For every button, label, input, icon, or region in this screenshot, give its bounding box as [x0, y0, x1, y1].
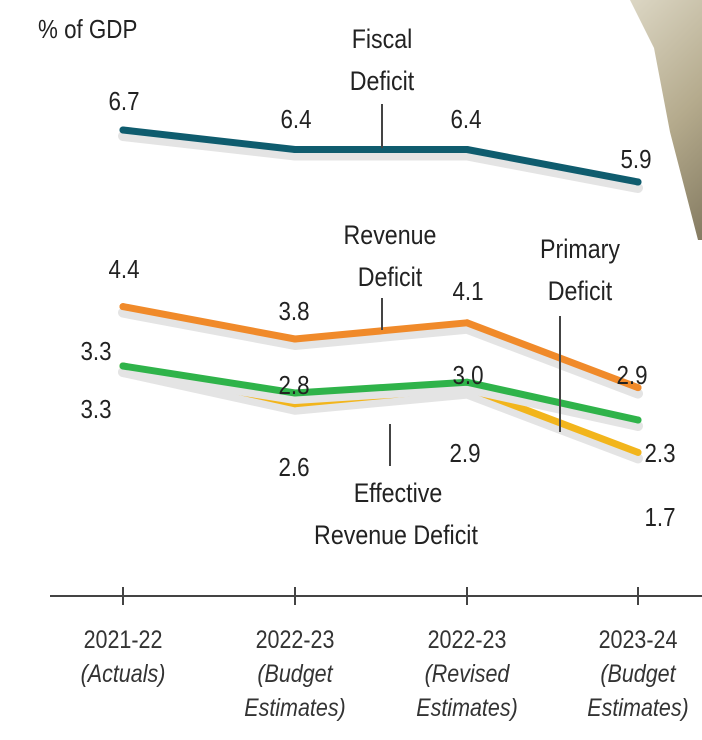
data-point-primary — [463, 378, 471, 386]
data-label-primary: 3.3 — [80, 337, 111, 366]
unit-label: % of GDP — [38, 15, 137, 44]
data-label-fiscal: 5.9 — [620, 145, 651, 174]
x-tick-label: Estimates) — [587, 693, 688, 721]
data-label-revenue: 4.4 — [108, 255, 139, 284]
series-name-primary: Primary — [540, 234, 620, 264]
data-label-fiscal: 6.4 — [280, 105, 311, 134]
x-tick-label: 2021-22 — [84, 625, 163, 653]
x-tick-label: (Budget — [257, 659, 334, 687]
data-point-revenue — [291, 335, 299, 343]
data-point-revenue — [634, 384, 642, 392]
series-shadow-primary — [118, 367, 643, 431]
series-name-effective: Revenue Deficit — [314, 520, 478, 550]
data-point-fiscal — [463, 146, 471, 153]
data-point-fiscal — [291, 146, 299, 153]
data-label-revenue: 4.1 — [452, 277, 483, 306]
series-shadow-effective — [118, 367, 643, 464]
data-label-fiscal: 6.4 — [450, 105, 481, 134]
series-name-primary: Deficit — [548, 276, 612, 306]
series-name-revenue: Revenue — [344, 220, 437, 250]
data-label-revenue: 2.9 — [616, 361, 647, 390]
series-name-effective: Effective — [354, 478, 443, 508]
data-label-primary: 3.0 — [452, 361, 483, 390]
data-point-fiscal — [119, 126, 127, 134]
data-point-fiscal — [634, 178, 642, 186]
data-label-effective: 2.9 — [449, 439, 480, 468]
data-point-primary — [291, 389, 299, 397]
series-name-fiscal: Deficit — [350, 66, 414, 96]
data-label-effective: 2.6 — [278, 453, 309, 482]
x-tick-label: (Budget — [600, 659, 677, 687]
data-label-effective: 1.7 — [644, 503, 675, 532]
x-tick-label: Estimates) — [244, 693, 345, 721]
x-tick-label: 2023-24 — [599, 625, 678, 653]
series-line-fiscal — [119, 126, 642, 186]
data-point-effective — [634, 448, 642, 456]
series-line-revenue — [119, 303, 642, 392]
data-label-primary: 2.8 — [278, 371, 309, 400]
data-label-primary: 2.3 — [644, 439, 675, 468]
x-tick-label: 2022-23 — [256, 625, 335, 653]
data-label-fiscal: 6.7 — [108, 87, 139, 116]
data-point-revenue — [119, 303, 127, 311]
series-shadow-fiscal — [118, 131, 643, 193]
x-tick-label: (Actuals) — [81, 659, 166, 687]
data-point-revenue — [463, 319, 471, 327]
data-point-primary — [634, 416, 642, 424]
series-name-fiscal: Fiscal — [352, 24, 413, 54]
series-name-revenue: Deficit — [358, 262, 422, 292]
series-shadow-revenue — [118, 307, 643, 399]
data-label-effective: 3.3 — [80, 395, 111, 424]
data-point-primary — [119, 362, 127, 370]
x-tick-label: (Revised — [425, 659, 511, 687]
series-line-primary — [119, 362, 642, 424]
x-tick-label: Estimates) — [416, 693, 517, 721]
x-tick-label: 2022-23 — [428, 625, 507, 653]
data-label-revenue: 3.8 — [278, 297, 309, 326]
